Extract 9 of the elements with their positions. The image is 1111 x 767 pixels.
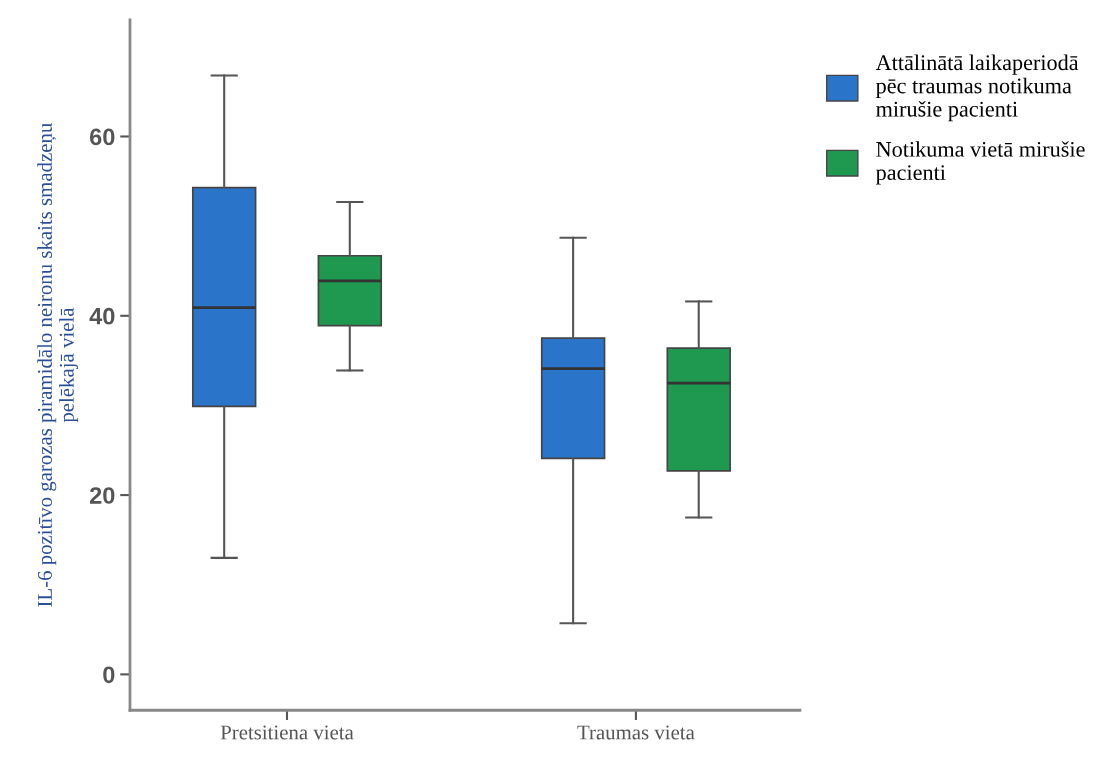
legend-label: Notikuma vietā mirušie pacienti [875,141,1085,185]
y-tick-label: 0 [103,666,115,684]
y-tick-label: 60 [90,128,115,146]
x-tick-label: Pretsitiena vieta [220,725,354,740]
y-tick-label: 20 [89,487,115,504]
y-axis-title: IL-6 pozitīvo garozas piramidālo neironu skaits smadzeņu pelēkajā vielā [37,123,79,607]
x-tick-label: Traumas vieta [577,725,695,740]
legend-label: Attālinātā laikaperiodā pēc traumas notikuma mirušie pacienti [875,54,1079,122]
y-tick-label: 40 [89,307,115,325]
